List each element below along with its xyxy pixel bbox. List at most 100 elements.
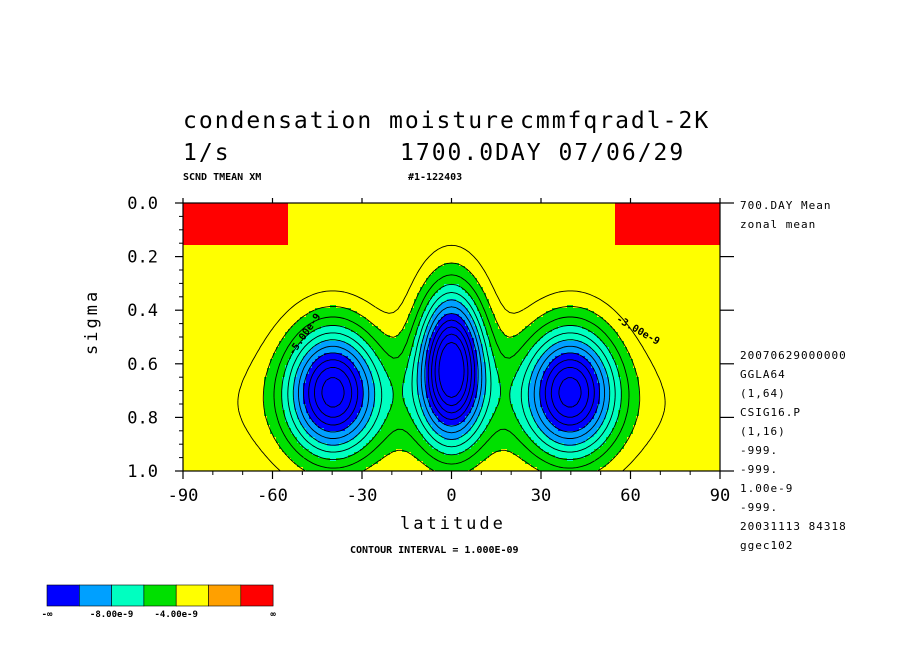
field-cell [333, 203, 337, 207]
field-cell [372, 203, 376, 207]
field-cell [294, 284, 298, 288]
field-cell [354, 227, 358, 231]
field-cell [399, 257, 403, 261]
field-cell [612, 239, 616, 243]
field-cell [600, 269, 604, 273]
field-cell [519, 227, 523, 231]
field-cell [501, 230, 505, 234]
field-cell [366, 236, 370, 240]
field-cell [660, 254, 664, 258]
field-cell [210, 260, 214, 264]
field-cell [363, 251, 367, 255]
field-cell [438, 227, 442, 231]
field-cell [666, 224, 670, 228]
field-cell [552, 209, 556, 213]
field-cell [654, 251, 658, 255]
field-cell [264, 281, 268, 285]
field-cell [330, 203, 334, 207]
field-cell [393, 284, 397, 288]
field-cell [429, 263, 433, 267]
field-cell [546, 236, 550, 240]
field-cell [612, 269, 616, 273]
field-cell [231, 278, 235, 282]
field-cell [234, 272, 238, 276]
field-cell [675, 212, 679, 216]
field-cell [426, 254, 430, 258]
field-cell [396, 284, 400, 288]
field-cell [441, 251, 445, 255]
field-cell [273, 215, 277, 219]
field-cell [597, 221, 601, 225]
field-cell [195, 224, 199, 228]
field-cell [459, 284, 463, 288]
field-cell [522, 248, 526, 252]
field-cell [693, 242, 697, 246]
field-cell [711, 218, 715, 222]
field-cell [279, 242, 283, 246]
field-cell [696, 254, 700, 258]
field-cell [681, 203, 685, 207]
field-cell [228, 233, 232, 237]
field-cell [342, 275, 346, 279]
field-cell [429, 209, 433, 213]
field-cell [621, 248, 625, 252]
field-cell [252, 284, 256, 288]
field-cell [216, 215, 220, 219]
field-cell [696, 212, 700, 216]
field-cell [564, 239, 568, 243]
field-cell [363, 269, 367, 273]
field-cell [705, 275, 709, 279]
field-cell [531, 245, 535, 249]
field-cell [468, 254, 472, 258]
field-cell [219, 278, 223, 282]
field-cell [231, 254, 235, 258]
field-cell [558, 269, 562, 273]
field-cell [201, 218, 205, 222]
field-cell [663, 218, 667, 222]
field-cell [318, 281, 322, 285]
field-cell [462, 212, 466, 216]
field-cell [357, 212, 361, 216]
field-cell [192, 263, 196, 267]
field-cell [429, 212, 433, 216]
field-cell [408, 212, 412, 216]
field-cell [489, 227, 493, 231]
field-cell [585, 272, 589, 276]
field-cell [540, 236, 544, 240]
field-cell [204, 260, 208, 264]
field-cell [318, 278, 322, 282]
field-cell [528, 278, 532, 282]
field-cell [408, 263, 412, 267]
field-cell [369, 260, 373, 264]
field-cell [471, 239, 475, 243]
field-cell [639, 257, 643, 261]
field-cell [591, 230, 595, 234]
field-cell [552, 233, 556, 237]
field-cell [276, 275, 280, 279]
field-cell [420, 218, 424, 222]
field-cell [336, 278, 340, 282]
field-cell [198, 260, 202, 264]
field-cell [546, 215, 550, 219]
field-cell [423, 263, 427, 267]
field-cell [459, 254, 463, 258]
field-cell [606, 236, 610, 240]
field-cell [441, 281, 445, 285]
field-cell [591, 284, 595, 288]
field-cell [426, 269, 430, 273]
field-cell [489, 269, 493, 273]
field-cell [204, 212, 208, 216]
field-cell [303, 260, 307, 264]
field-cell [276, 269, 280, 273]
field-cell [453, 248, 457, 252]
field-cell [387, 209, 391, 213]
field-cell [714, 206, 718, 210]
field-cell [450, 260, 454, 264]
field-cell [189, 251, 193, 255]
field-cell [387, 236, 391, 240]
field-cell [621, 233, 625, 237]
field-cell [300, 221, 304, 225]
field-cell [231, 269, 235, 273]
field-cell [672, 221, 676, 225]
field-cell [258, 236, 262, 240]
